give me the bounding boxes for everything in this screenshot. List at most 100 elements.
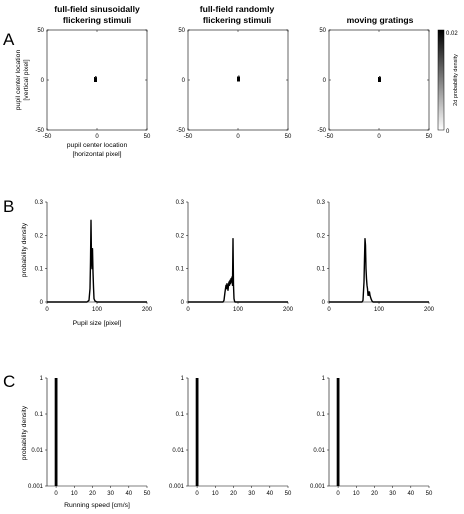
bar-plot-1-bar	[54, 378, 58, 486]
bar-plot-1-xtick-label: 40	[125, 491, 132, 497]
heatmap-3-ytick-label: 50	[319, 28, 326, 34]
bar-plot-3-xtick-label: 20	[371, 491, 378, 497]
bar-plot-2-ytick-label: 0.001	[169, 484, 185, 490]
line-plot-2-ytick-label: 0.3	[176, 200, 185, 206]
heatmap-1-xtick-label: -50	[43, 134, 52, 140]
row-a-xlabel-line2: [horizontal pixel]	[72, 151, 121, 158]
row-c-labels: Running speed [cm/s] probability density	[21, 405, 130, 509]
line-plot-3-ytick-label: 0	[322, 300, 326, 306]
heatmap-3-density-blob-edge	[379, 76, 381, 78]
bar-plot-1-xtick-label: 20	[89, 491, 96, 497]
line-plot-3-xtick-label: 200	[424, 307, 435, 313]
colorbar-tick-max: 0.02	[446, 31, 458, 37]
row-b-xlabel: Pupil size [pixel]	[73, 320, 122, 327]
line-plot-2-xtick-label: 0	[186, 307, 190, 313]
heatmap-2-ytick-label: -50	[176, 128, 185, 134]
heatmap-1-xtick-label: 0	[95, 134, 99, 140]
bar-plot-1-axes	[46, 378, 147, 487]
bar-plot-3-xtick-label: 30	[389, 491, 396, 497]
bar-plot-2-ytick-label: 0.01	[172, 448, 184, 454]
colorbar-tick-min: 0	[446, 129, 450, 135]
heatmap-1-density-blob-edge	[95, 76, 97, 78]
heatmap-2-ytick-label: 50	[178, 28, 185, 34]
line-plot-3-axes	[328, 202, 429, 303]
column-title-1-line2: flickering stimuli	[63, 15, 131, 25]
heatmap-3-density-blob	[378, 77, 381, 82]
bar-plot-3-bar	[336, 378, 340, 486]
bar-plot-3-ytick-label: 0.1	[317, 412, 326, 418]
heatmap-1-ytick-label: -50	[35, 128, 44, 134]
line-plot-1-ytick-label: 0	[40, 300, 44, 306]
bar-plot-2-xtick-label: 40	[266, 491, 273, 497]
row-c-ylabel: probability density	[21, 405, 28, 460]
panel-letter-b: B	[3, 197, 14, 216]
bar-plot-1-ytick-label: 0.01	[31, 448, 43, 454]
heatmap-3-ytick-label: 0	[323, 78, 327, 84]
bar-plot-2-xtick-label: 50	[285, 491, 292, 497]
line-plot-3-density-curve	[329, 237, 429, 303]
bar-plot-2-axes	[187, 378, 288, 487]
row-c-running-speed-distributions: 0 10 20 30 40 50 1 0.1 0.01 0.001 0 10 20 30 40 50 1 0.1 0…	[28, 376, 433, 497]
bar-plot-3-xtick-label: 40	[407, 491, 414, 497]
colorbar-gradient	[437, 29, 445, 131]
bar-plot-2-xtick-label: 10	[212, 491, 219, 497]
bar-plot-3-ytick-label: 0.01	[313, 448, 325, 454]
line-plot-2-axes	[187, 202, 288, 303]
heatmap-2-density-blob-edge	[238, 75, 240, 77]
column-title-3-line1: moving gratings	[347, 15, 414, 25]
column-title-1-line1: full-field sinusoidally	[54, 4, 140, 14]
line-plot-1-axes	[46, 202, 147, 303]
bar-plot-1-ytick-label: 0.1	[35, 412, 44, 418]
heatmap-1-ytick-label: 50	[37, 28, 44, 34]
line-plot-3-ytick-label: 0.2	[317, 233, 326, 239]
row-b-labels: Pupil size [pixel] probability density	[21, 222, 121, 327]
line-plot-2-xtick-label: 100	[233, 307, 244, 313]
column-title-2-line2: flickering stimuli	[203, 15, 271, 25]
bar-plot-3-axes	[328, 378, 429, 487]
line-plot-2-ytick-label: 0.1	[176, 267, 185, 273]
bar-plot-2-xtick-label: 0	[195, 491, 199, 497]
line-plot-1-ytick-label: 0.1	[35, 267, 44, 273]
line-plot-2-ytick-label: 0.2	[176, 233, 185, 239]
line-plot-1-xtick-label: 0	[45, 307, 49, 313]
line-plot-1-ytick-label: 0.2	[35, 233, 44, 239]
bar-plot-1-ytick-label: 1	[40, 376, 44, 382]
bar-plot-3-xtick-label: 10	[353, 491, 360, 497]
heatmap-2-ytick-label: 0	[182, 78, 186, 84]
bar-plot-1-xtick-label: 50	[144, 491, 151, 497]
line-plot-2-density-curve	[188, 237, 288, 303]
bar-plot-2-bar	[195, 378, 199, 486]
heatmap-1-xtick-label: 50	[144, 134, 151, 140]
row-a-ylabel-line1: pupil center location	[15, 50, 22, 111]
bar-plot-2-xtick-label: 20	[230, 491, 237, 497]
heatmap-3-xtick-label: 0	[377, 134, 381, 140]
bar-plot-1-ytick-label: 0.001	[28, 484, 44, 490]
line-plot-1-xtick-label: 200	[142, 307, 153, 313]
panel-letter-a: A	[3, 30, 15, 49]
line-plot-2-xtick-label: 200	[283, 307, 294, 313]
row-c-xlabel: Running speed [cm/s]	[64, 502, 130, 509]
bar-plot-2-ytick-label: 1	[181, 376, 185, 382]
line-plot-3-xtick-label: 100	[374, 307, 385, 313]
line-plot-1-ytick-label: 0.3	[35, 200, 44, 206]
heatmap-2-xtick-label: -50	[184, 134, 193, 140]
colorbar: 0.02 0 2d probability density	[437, 29, 459, 135]
line-plot-1-xtick-label: 100	[92, 307, 103, 313]
heatmap-1-density-blob	[94, 77, 97, 82]
heatmap-1-ytick-label: 0	[41, 78, 45, 84]
heatmap-2-density-blob	[237, 76, 240, 82]
line-plot-3-ytick-label: 0.1	[317, 267, 326, 273]
bar-plot-2-ytick-label: 0.1	[176, 412, 185, 418]
column-titles: full-field sinusoidally flickering stimu…	[54, 4, 413, 25]
bar-plot-3-ytick-label: 0.001	[310, 484, 326, 490]
column-title-2-line1: full-field randomly	[200, 4, 275, 14]
row-a-ylabel-line2: [vertical pixel]	[23, 59, 30, 100]
colorbar-label: 2d probability density	[453, 54, 459, 106]
bar-plot-1-xtick-label: 10	[71, 491, 78, 497]
bar-plot-1-xtick-label: 0	[54, 491, 58, 497]
bar-plot-1-xtick-label: 30	[107, 491, 114, 497]
line-plot-2-ytick-label: 0	[181, 300, 185, 306]
